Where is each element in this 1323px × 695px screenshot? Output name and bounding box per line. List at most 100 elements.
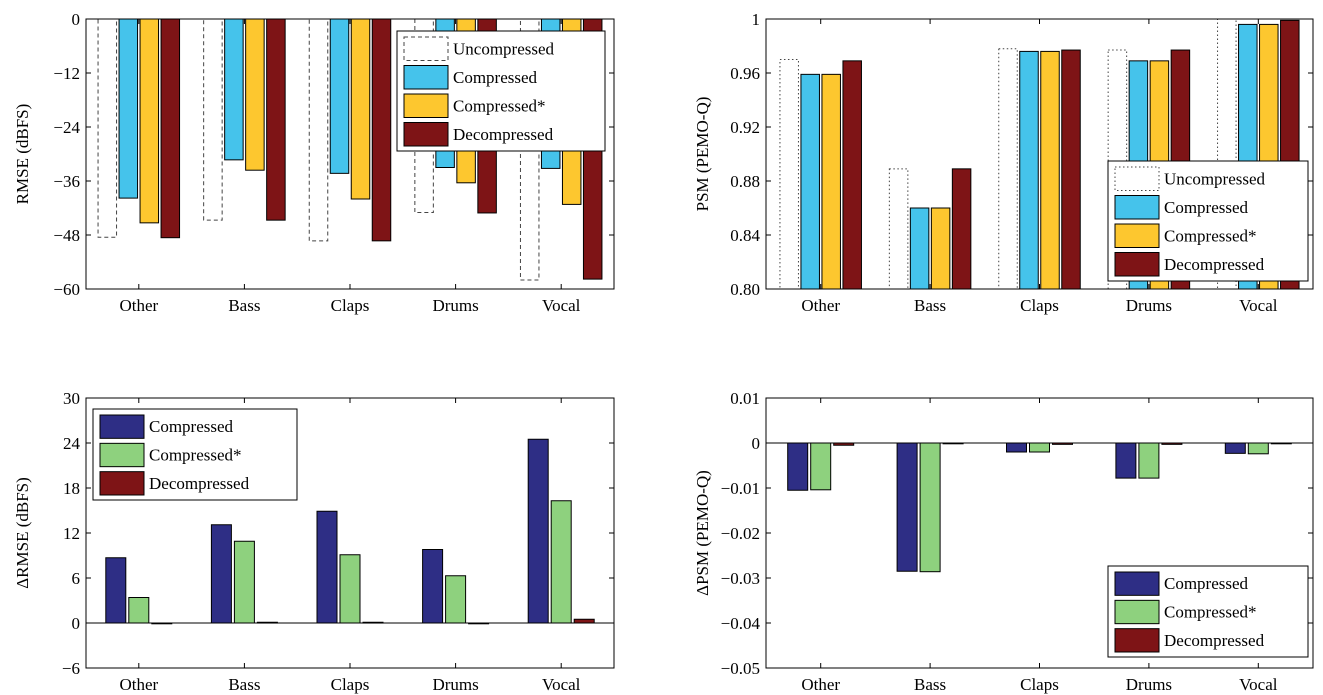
- y-tick-label: −60: [53, 280, 80, 299]
- x-tick-label: Drums: [1126, 296, 1172, 315]
- bar-bass-3: [942, 442, 964, 445]
- legend-label: Uncompressed: [1164, 169, 1266, 188]
- bar-bass-1: [888, 168, 909, 290]
- y-tick-label: −0.01: [721, 479, 760, 498]
- x-tick-label: Drums: [432, 296, 478, 315]
- y-tick-label: 18: [63, 479, 80, 498]
- bar-claps-2: [1029, 442, 1050, 453]
- bar-bass-1: [210, 524, 232, 624]
- y-tick-label: 0.92: [730, 118, 760, 137]
- y-tick-label: 0.80: [730, 280, 760, 299]
- legend-swatch: [1114, 166, 1160, 191]
- bar-other-2: [810, 442, 832, 491]
- legend-swatch: [403, 65, 449, 90]
- bar-claps-3: [1040, 50, 1060, 290]
- x-tick-label: Vocal: [542, 675, 581, 694]
- legend-swatch: [403, 36, 449, 61]
- x-tick-label: Claps: [1020, 675, 1059, 694]
- bar-bass-4: [266, 18, 286, 221]
- y-tick-label: 1: [752, 10, 761, 29]
- legend-swatch: [99, 414, 145, 439]
- bar-claps-3: [1052, 442, 1073, 445]
- legend-label: Decompressed: [1164, 631, 1265, 650]
- bar-other-1: [787, 442, 809, 491]
- legend-swatch: [1114, 223, 1160, 248]
- bar-bass-3: [930, 207, 951, 290]
- x-tick-label: Drums: [1126, 675, 1172, 694]
- bar-drums-3: [1161, 442, 1183, 445]
- bar-vocal-2: [1247, 442, 1269, 455]
- y-axis-label: ΔRMSE (dBFS): [13, 477, 32, 589]
- bar-other-3: [833, 442, 855, 446]
- legend-label: Compressed*: [149, 446, 242, 465]
- legend-swatch: [99, 471, 145, 496]
- bar-claps-2: [339, 554, 361, 624]
- bar-drums-1: [422, 549, 444, 624]
- x-tick-label: Vocal: [542, 296, 581, 315]
- y-tick-label: 0.88: [730, 172, 760, 191]
- legend-swatch: [1114, 195, 1160, 220]
- x-tick-label: Claps: [1020, 296, 1059, 315]
- y-tick-label: −6: [62, 659, 80, 678]
- bar-other-2: [118, 18, 139, 199]
- bar-bass-2: [224, 18, 244, 161]
- bar-drums-1: [1115, 442, 1137, 479]
- y-tick-label: −0.05: [721, 659, 760, 678]
- x-tick-label: Other: [119, 675, 158, 694]
- legend-label: Decompressed: [1164, 255, 1265, 274]
- bar-bass-2: [909, 207, 930, 290]
- bar-bass-3: [245, 18, 265, 171]
- y-tick-label: 0: [72, 614, 81, 633]
- bar-bass-3: [256, 621, 278, 624]
- bar-other-1: [105, 557, 127, 624]
- bar-drums-1: [1107, 49, 1128, 290]
- legend-swatch: [1114, 571, 1160, 596]
- legend-label: Compressed*: [1164, 226, 1257, 245]
- x-tick-label: Other: [801, 675, 840, 694]
- bar-vocal-1: [527, 438, 549, 624]
- bar-drums-2: [1138, 442, 1160, 479]
- x-tick-label: Bass: [228, 296, 260, 315]
- legend-swatch: [1114, 599, 1160, 625]
- x-tick-label: Bass: [914, 675, 946, 694]
- bar-other-2: [800, 73, 820, 290]
- legend-label: Compressed: [149, 417, 234, 436]
- legend: Uncompressed Compressed Compressed* Decompr…: [1107, 160, 1309, 282]
- y-tick-label: −0.03: [721, 569, 760, 588]
- y-tick-label: 0.96: [730, 64, 760, 83]
- legend-label: Compressed: [453, 68, 538, 87]
- y-tick-label: 12: [63, 524, 80, 543]
- bar-other-2: [128, 597, 150, 624]
- bar-bass-2: [919, 442, 941, 573]
- bar-vocal-1: [1224, 442, 1246, 454]
- x-tick-label: Bass: [914, 296, 946, 315]
- legend-swatch: [403, 122, 449, 147]
- y-tick-label: 0.01: [730, 389, 760, 408]
- legend-label: Decompressed: [453, 125, 554, 144]
- bar-vocal-3: [573, 618, 595, 624]
- legend-swatch: [99, 442, 145, 468]
- y-tick-label: −36: [53, 172, 80, 191]
- bar-claps-4: [1061, 49, 1081, 290]
- x-tick-label: Claps: [331, 296, 370, 315]
- x-tick-label: Drums: [432, 675, 478, 694]
- y-tick-label: 30: [63, 389, 80, 408]
- bar-other-4: [842, 60, 862, 290]
- y-tick-label: 0: [72, 10, 81, 29]
- x-tick-label: Vocal: [1239, 675, 1278, 694]
- legend-label: Uncompressed: [453, 39, 555, 58]
- chart-panel-1: 0 −12 −24 −36 −48 −60 Other Bass Claps Drums Vocal…: [13, 10, 615, 315]
- y-tick-label: −0.04: [721, 614, 761, 633]
- bar-claps-2: [329, 18, 350, 174]
- y-tick-label: 0.84: [730, 226, 760, 245]
- bar-bass-1: [896, 442, 918, 572]
- legend-label: Compressed: [1164, 574, 1249, 593]
- bar-claps-2: [1019, 50, 1039, 290]
- legend: Compressed Compressed* Decompressed: [1107, 565, 1309, 658]
- chart-panel-4: 0.01 0 −0.01 −0.02 −0.03 −0.04 −0.05 Other Bass C…: [693, 389, 1314, 694]
- legend-label: Compressed*: [453, 96, 546, 115]
- bar-claps-3: [362, 621, 384, 624]
- legend-label: Compressed: [1164, 198, 1249, 217]
- legend-swatch: [403, 93, 449, 118]
